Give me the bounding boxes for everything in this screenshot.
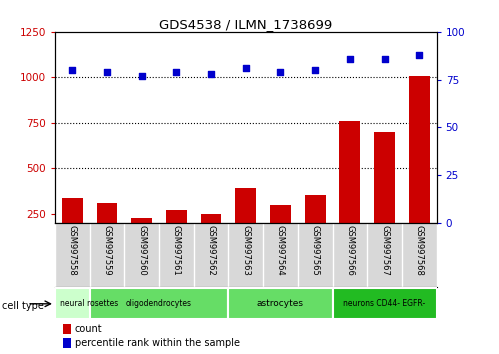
Text: GSM997566: GSM997566 [345,225,354,276]
Text: GSM997561: GSM997561 [172,225,181,276]
Bar [62,324,71,334]
Bar [305,195,325,259]
Bar [201,214,222,259]
Point [172,69,180,75]
Bar [166,210,187,259]
Text: count: count [75,324,102,334]
Text: neurons CD44- EGFR-: neurons CD44- EGFR- [343,299,426,308]
Text: astrocytes: astrocytes [257,299,304,308]
Point [138,73,146,79]
Bar [229,289,332,319]
Text: GSM997568: GSM997568 [415,225,424,276]
Point [103,69,111,75]
Point [242,65,250,71]
Text: GSM997567: GSM997567 [380,225,389,276]
Point [68,67,76,73]
Bar [339,121,360,259]
Bar [236,188,256,259]
Text: neural rosettes: neural rosettes [60,299,119,308]
Text: percentile rank within the sample: percentile rank within the sample [75,338,240,348]
Point [276,69,284,75]
Point [311,67,319,73]
Bar [374,132,395,259]
Bar [62,338,71,348]
Bar [55,289,124,319]
Text: oligodendrocytes: oligodendrocytes [126,299,192,308]
Point [207,71,215,77]
Bar [332,289,437,319]
Point [415,52,423,58]
Bar [131,218,152,259]
Point [346,56,354,62]
Text: GSM997563: GSM997563 [241,225,250,276]
Bar [409,75,430,259]
Text: GSM997564: GSM997564 [276,225,285,276]
Bar [62,198,83,259]
Text: GSM997562: GSM997562 [207,225,216,276]
Text: cell type: cell type [2,301,44,311]
Title: GDS4538 / ILMN_1738699: GDS4538 / ILMN_1738699 [159,18,332,31]
Point [381,56,389,62]
Text: GSM997559: GSM997559 [102,225,111,275]
Bar [90,289,229,319]
Bar [96,203,117,259]
Text: GSM997558: GSM997558 [68,225,77,276]
Text: GSM997565: GSM997565 [311,225,320,276]
Text: GSM997560: GSM997560 [137,225,146,276]
Bar [270,205,291,259]
